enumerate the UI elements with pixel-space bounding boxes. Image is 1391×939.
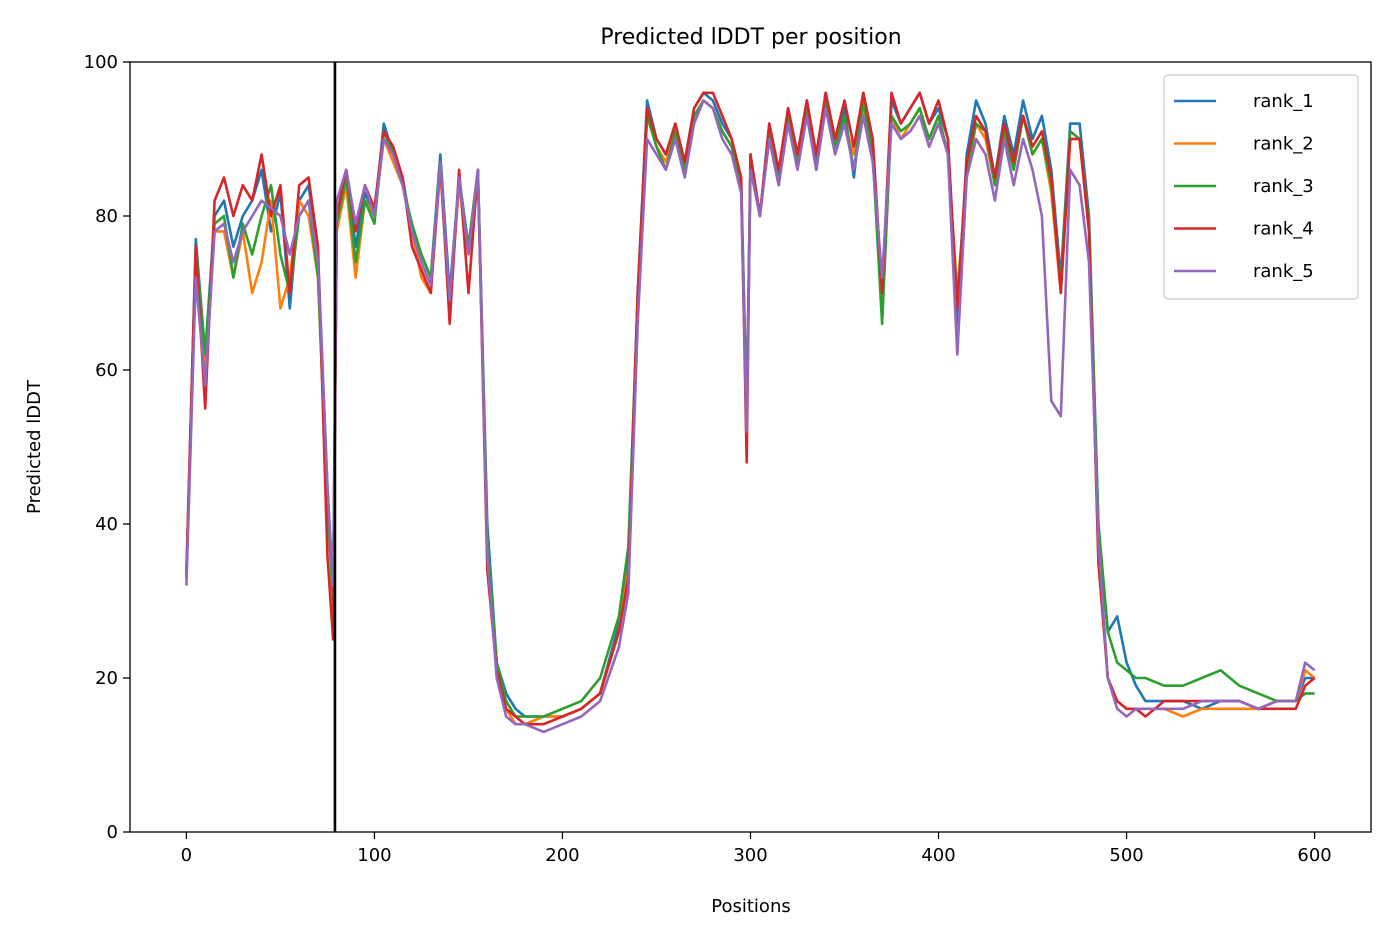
legend-items: rank_1 rank_2 rank_3 rank_4 rank_5 (1174, 91, 1314, 282)
x-tick-label: 100 (357, 845, 391, 866)
x-tick-label: 600 (1297, 845, 1331, 866)
x-tick-label: 300 (733, 845, 767, 866)
plot-lines (185, 91, 1316, 734)
legend-label-rank_2: rank_2 (1253, 134, 1314, 155)
x-tick-label: 0 (181, 845, 192, 866)
x-tick-label: 500 (1109, 845, 1143, 866)
y-axis-ticks: 0 20 40 60 80 100 (84, 52, 130, 843)
legend-label-rank_3: rank_3 (1253, 176, 1314, 197)
x-tick-label: 200 (545, 845, 579, 866)
series-line-rank_5 (185, 99, 1316, 734)
x-axis-label: Positions (711, 896, 790, 917)
y-tick-label: 20 (95, 668, 118, 689)
legend-label-rank_1: rank_1 (1253, 91, 1314, 112)
y-tick-label: 40 (95, 514, 118, 535)
legend-label-rank_5: rank_5 (1253, 261, 1314, 282)
chart-title: Predicted lDDT per position (600, 25, 901, 50)
y-tick-label: 60 (95, 360, 118, 381)
legend-label-rank_4: rank_4 (1253, 219, 1314, 240)
y-tick-label: 0 (107, 822, 118, 843)
y-tick-label: 100 (84, 52, 118, 73)
y-axis-label: Predicted lDDT (24, 379, 45, 514)
legend: rank_1 rank_2 rank_3 rank_4 rank_5 (1163, 74, 1359, 300)
legend-box (1163, 74, 1359, 300)
y-tick-label: 80 (95, 206, 118, 227)
x-tick-label: 400 (921, 845, 955, 866)
x-axis-ticks: 0 100 200 300 400 500 600 (181, 832, 1332, 866)
